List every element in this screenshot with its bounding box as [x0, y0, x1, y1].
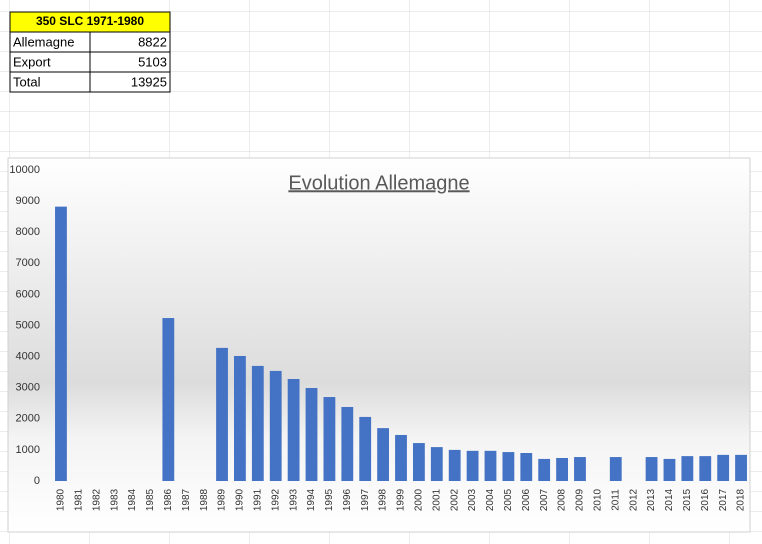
table-cell: 5103 [138, 54, 167, 69]
bar [502, 452, 515, 481]
bar [341, 406, 354, 481]
bar [162, 318, 175, 481]
bar [412, 443, 425, 481]
table-cell: 13925 [131, 74, 167, 89]
x-tick-label: 1983 [109, 488, 120, 511]
plot: 0 1000 2000 3000 4000 5000 6000 7000 8000 9000 100… [9, 164, 747, 511]
table-cell: 8822 [138, 34, 167, 49]
table-rule [10, 51, 170, 73]
bar [377, 428, 390, 481]
x-tick-label: 2015 [682, 488, 693, 511]
chart-title: Evolution Allemagne [288, 172, 469, 194]
y-tick-label: 0 [34, 475, 40, 487]
x-tick-label: 1991 [252, 488, 263, 511]
x-tick-label: 2004 [485, 488, 496, 511]
x-tick-label: 2010 [593, 488, 604, 511]
y-tick-label: 4000 [16, 351, 40, 363]
x-tick-label: 2008 [557, 488, 568, 511]
y-tick-label: 5000 [16, 319, 40, 331]
y-tick-label: 2000 [16, 413, 40, 425]
bar [520, 453, 533, 481]
bar [234, 355, 246, 481]
x-tick-label: 2005 [503, 488, 514, 511]
bar [55, 206, 67, 481]
x-tick-label: 2014 [664, 488, 675, 511]
x-tick-label: 1999 [396, 488, 407, 511]
y-tick-label: 9000 [16, 195, 40, 207]
x-tick-label: 2018 [736, 488, 747, 511]
x-tick-label: 1981 [73, 488, 84, 511]
x-tick-label: 1998 [378, 488, 389, 511]
x-tick-label: 2016 [700, 488, 711, 511]
x-tick-label: 1989 [217, 488, 228, 511]
x-tick-label: 2001 [431, 488, 442, 511]
y-tick-label: 7000 [16, 257, 40, 269]
x-tick-label: 1994 [306, 488, 317, 511]
bar [556, 457, 568, 481]
bar [538, 458, 551, 481]
x-tick-label: 1985 [145, 488, 156, 511]
bar [484, 450, 497, 481]
x-tick-label: 1997 [360, 488, 371, 511]
y-tick-label: 8000 [16, 226, 40, 238]
bar [216, 347, 228, 481]
bar [269, 370, 282, 481]
bar [574, 457, 586, 481]
bar [681, 456, 694, 481]
x-tick-label: 1988 [199, 488, 210, 511]
table-cell: Total [13, 74, 41, 89]
x-tick-label: 2017 [718, 488, 729, 511]
x-tick-label: 2003 [467, 488, 478, 511]
bar [735, 454, 747, 481]
x-tick-label: 1987 [181, 488, 192, 511]
x-tick-label: 1982 [91, 488, 102, 511]
bar [699, 456, 712, 481]
bar [305, 388, 318, 481]
table-cell: Allemagne [13, 34, 74, 49]
table-col [89, 31, 171, 93]
bar [466, 450, 479, 481]
x-tick-label: 1990 [235, 488, 246, 511]
x-tick-label: 2013 [646, 488, 657, 511]
bar [323, 397, 336, 481]
x-tick-label: 1986 [163, 488, 174, 511]
x-tick-label: 1993 [288, 488, 299, 511]
bar [448, 449, 461, 481]
bar [663, 458, 676, 481]
x-tick-label: 1980 [56, 488, 67, 511]
x-tick-label: 2002 [449, 488, 460, 511]
y-tick-label: 3000 [16, 382, 40, 394]
bar [609, 457, 622, 481]
y-tick-label: 1000 [16, 444, 40, 456]
x-tick-label: 1984 [127, 488, 138, 511]
x-tick-label: 2000 [414, 488, 425, 511]
bar [645, 457, 658, 481]
x-tick-label: 2012 [628, 488, 639, 511]
x-tick-label: 2007 [539, 488, 550, 511]
bar [395, 434, 407, 481]
bar [287, 378, 300, 481]
x-tick-label: 1995 [324, 488, 335, 511]
x-tick-label: 1992 [270, 488, 281, 511]
table-cell: Export [13, 54, 51, 69]
bar [251, 365, 264, 481]
x-tick-label: 2011 [610, 489, 621, 511]
x-tick-label: 2009 [575, 488, 586, 511]
table-header: 350 SLC 1971-1980 [36, 14, 144, 28]
bar [717, 454, 730, 481]
y-tick-label: 6000 [16, 288, 40, 300]
table-col [9, 31, 91, 93]
x-tick-label: 1996 [342, 488, 353, 511]
x-tick-label: 2006 [521, 488, 532, 511]
bar [430, 447, 443, 481]
bar [359, 416, 372, 481]
summary-table: 350 SLC 1971-1980 Allemagne 8822 Export … [9, 11, 171, 93]
y-tick-label: 10000 [9, 164, 40, 176]
